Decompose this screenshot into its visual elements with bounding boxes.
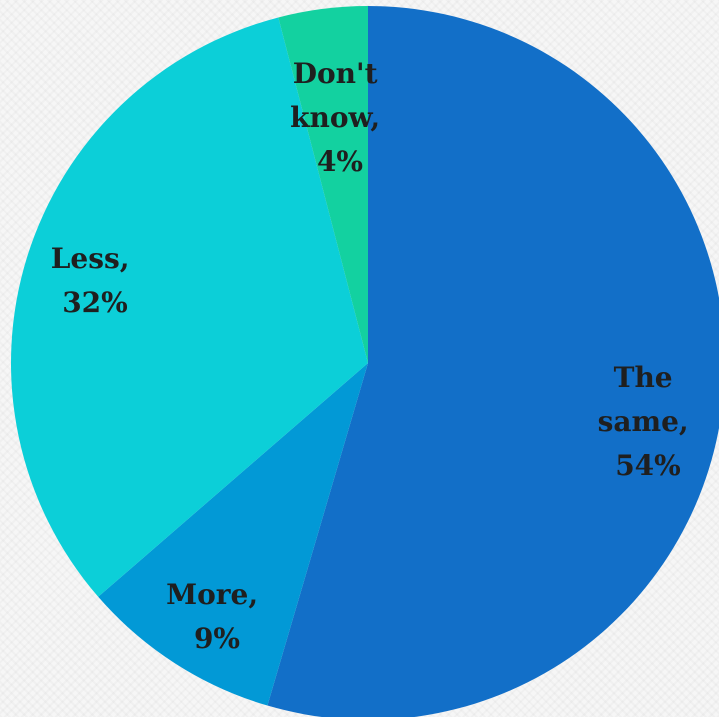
pie-slice-0 [267,6,719,717]
slice-label-more: More, 9% [166,578,268,655]
slice-label-dont-know: Don't know, 4% [290,57,390,178]
pie-labels: The same, 54% More, 9% Less, 32% Don't k… [51,57,699,655]
pie-slice-3 [278,6,368,363]
pie-slice-2 [10,17,369,597]
pie-slice-1 [98,363,368,706]
slice-label-the-same: The same, 54% [598,361,699,482]
pie-slices [10,6,719,717]
slice-label-less: Less, 32% [51,242,140,319]
